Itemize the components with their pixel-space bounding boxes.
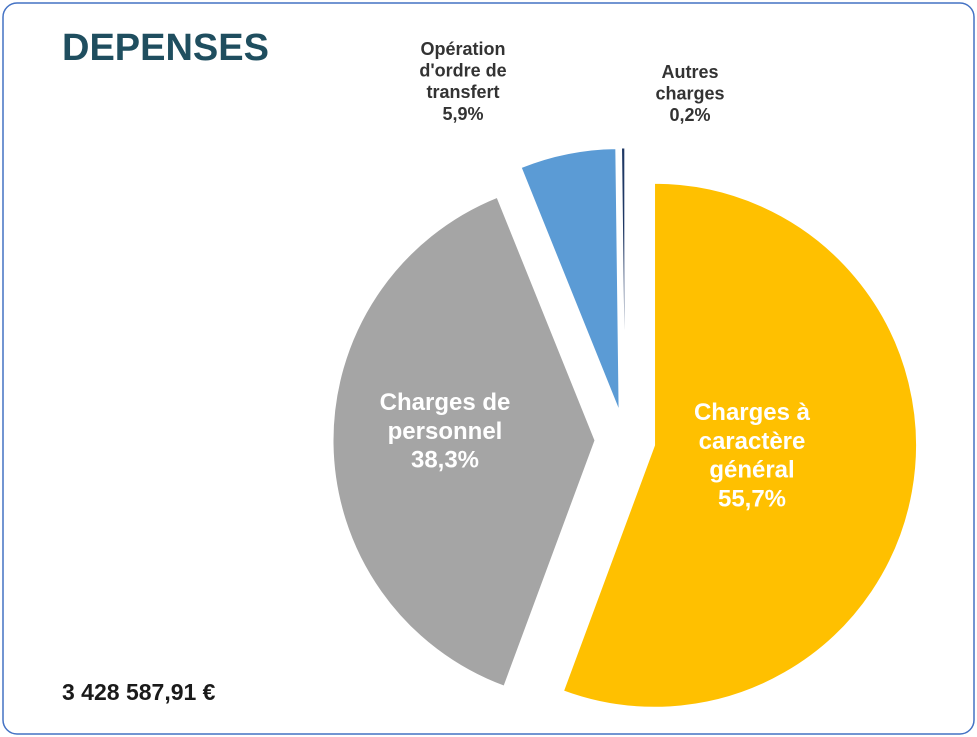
slice-value-label: 0,2% bbox=[669, 105, 710, 125]
slice-label-line: transfert bbox=[426, 82, 499, 102]
pie-slice bbox=[621, 147, 626, 411]
slice-label: Autres charges bbox=[655, 62, 724, 104]
slice-label-line: Opération bbox=[420, 39, 505, 59]
chart-title: DEPENSES bbox=[62, 27, 269, 69]
pie-slice bbox=[520, 148, 620, 411]
pie-slice bbox=[332, 196, 596, 687]
slice-value-label: 55,7% bbox=[718, 485, 786, 512]
slice-label-line: général bbox=[709, 457, 794, 484]
slice-label-line: charges bbox=[655, 84, 724, 104]
slice-label-line: caractère bbox=[699, 428, 806, 455]
slice-label: Opération d'ordre de transfert bbox=[419, 39, 506, 102]
slice-label-line: personnel bbox=[388, 418, 503, 445]
slice-label: Charges de personnel bbox=[380, 389, 511, 445]
slice-label-line: d'ordre de bbox=[419, 61, 506, 81]
slice-label-line: Charges à bbox=[694, 399, 811, 426]
slice-value-label: 38,3% bbox=[411, 447, 479, 474]
slice-label-line: Charges de bbox=[380, 389, 511, 416]
total: 3 428 587,91 € bbox=[62, 679, 216, 705]
slice-value-label: 5,9% bbox=[442, 104, 483, 124]
slice-label: Charges à caractère général bbox=[694, 399, 811, 484]
pie-slice bbox=[562, 182, 917, 708]
slice-label-line: Autres bbox=[661, 62, 718, 82]
